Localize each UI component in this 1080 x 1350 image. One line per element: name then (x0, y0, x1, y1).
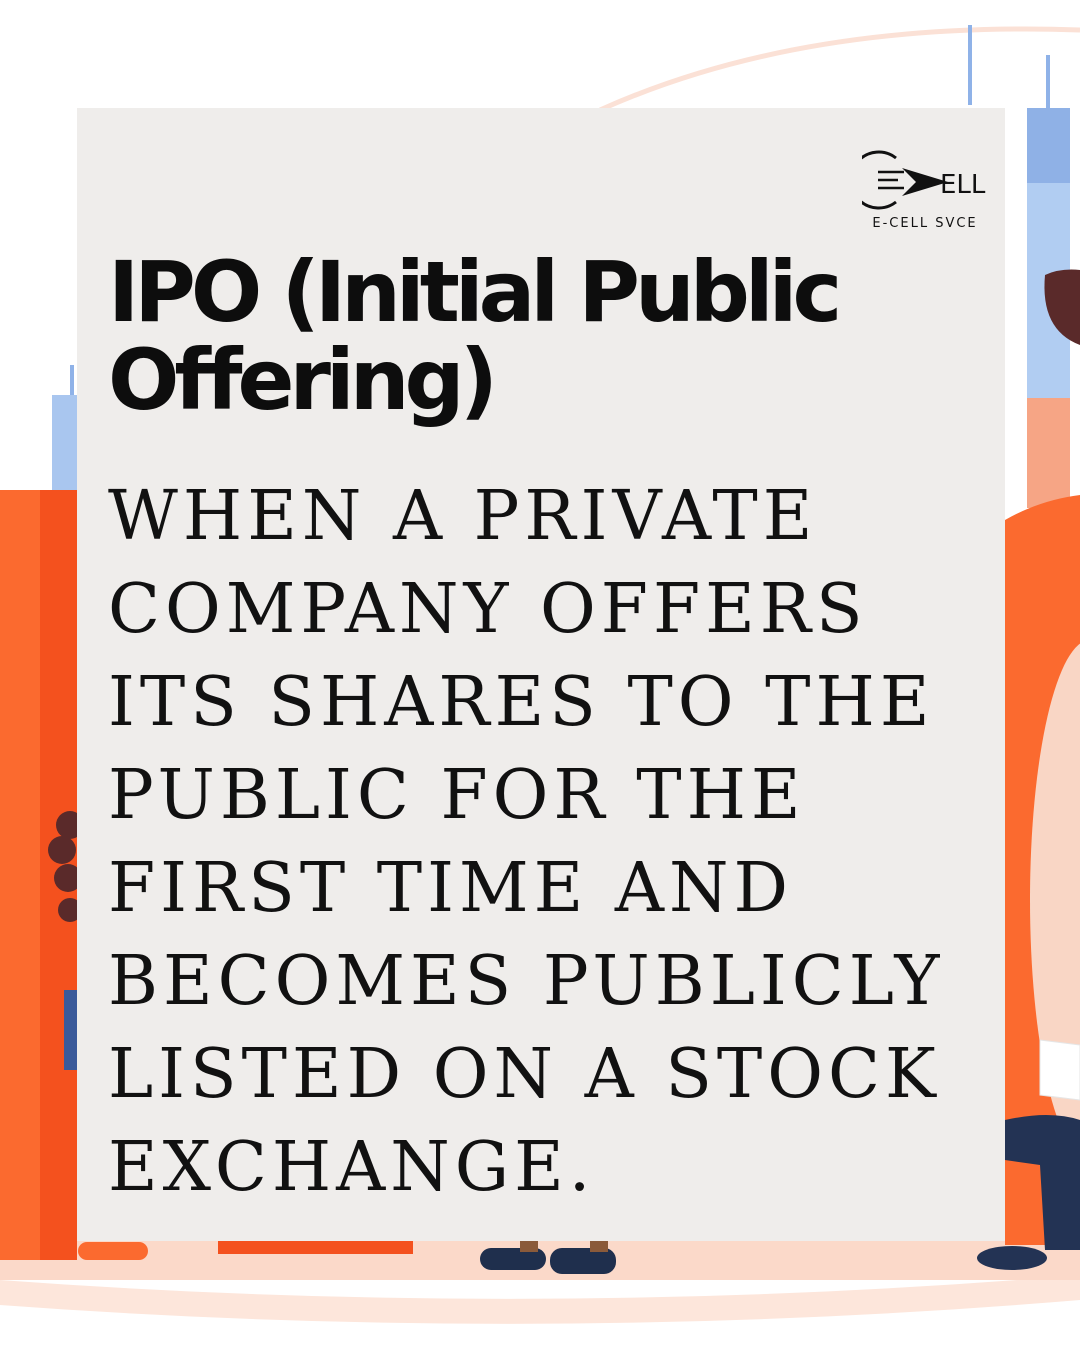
e-cell-logo-icon: ELL (862, 150, 986, 210)
peach-circle-right (1030, 643, 1080, 1157)
leg-mid-1 (520, 1240, 538, 1252)
definition-text: WHEN A PRIVATE COMPANY OFFERS ITS SHARES… (108, 477, 945, 1207)
tower-left (52, 395, 77, 495)
tower-right-1 (968, 25, 972, 105)
tower-right-3 (1027, 108, 1070, 183)
leg-mid-2 (590, 1240, 608, 1252)
tower-right-5 (1027, 398, 1070, 508)
shoe-right (977, 1246, 1047, 1270)
background-ground (0, 1275, 1080, 1324)
page-title: IPO (Initial Public Offering) (108, 243, 842, 429)
shoe-mid-2 (550, 1248, 616, 1274)
shoe-mid-1 (480, 1248, 546, 1270)
person-hair-left-2 (48, 836, 76, 864)
person-hair-left-3 (54, 864, 82, 892)
svg-text:ELL: ELL (940, 170, 986, 200)
tower-right-2 (1046, 55, 1050, 115)
tower-left-thin (70, 365, 74, 405)
orange-stub-1 (218, 1240, 413, 1254)
laptop-right (1039, 1039, 1080, 1101)
person-legs-left (64, 990, 77, 1070)
person-hair-left-4 (58, 898, 82, 922)
content-card (77, 108, 1005, 1241)
logo-caption: E-CELL SVCE (872, 216, 978, 231)
legs-right (1005, 1115, 1080, 1250)
person-hair-right (1044, 269, 1080, 345)
background-arc (598, 26, 1080, 113)
shoe-left (78, 1242, 148, 1260)
